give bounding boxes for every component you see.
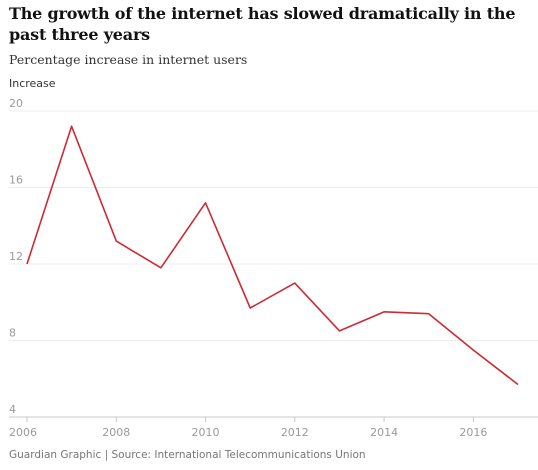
chart-title: The growth of the internet has slowed dr…	[9, 4, 516, 44]
y-tick-label: 12	[9, 250, 23, 263]
x-tick-label: 2006	[9, 426, 37, 439]
y-axis-label: Increase	[9, 77, 56, 90]
x-tick-label: 2014	[370, 426, 398, 439]
y-tick-label: 16	[9, 174, 23, 187]
x-tick-label: 2008	[102, 426, 130, 439]
x-tick-label: 2012	[281, 426, 309, 439]
line-chart: 4 8 12 16 20 2006 2008 2010 2012 2014 2016	[9, 97, 538, 439]
footer-source: Guardian Graphic | Source: International…	[9, 449, 366, 461]
y-tick-label: 4	[9, 403, 16, 416]
y-axis-ticks: 4 8 12 16 20	[9, 97, 23, 416]
x-tick-label: 2010	[192, 426, 220, 439]
y-tick-label: 8	[9, 327, 16, 340]
chart-subtitle: Percentage increase in internet users	[9, 52, 248, 67]
x-axis-ticks: 2006 2008 2010 2012 2014 2016	[9, 417, 487, 439]
series-line	[26, 125, 519, 386]
gridlines	[9, 110, 538, 418]
x-tick-label: 2016	[459, 426, 487, 439]
y-tick-label: 20	[9, 97, 23, 110]
